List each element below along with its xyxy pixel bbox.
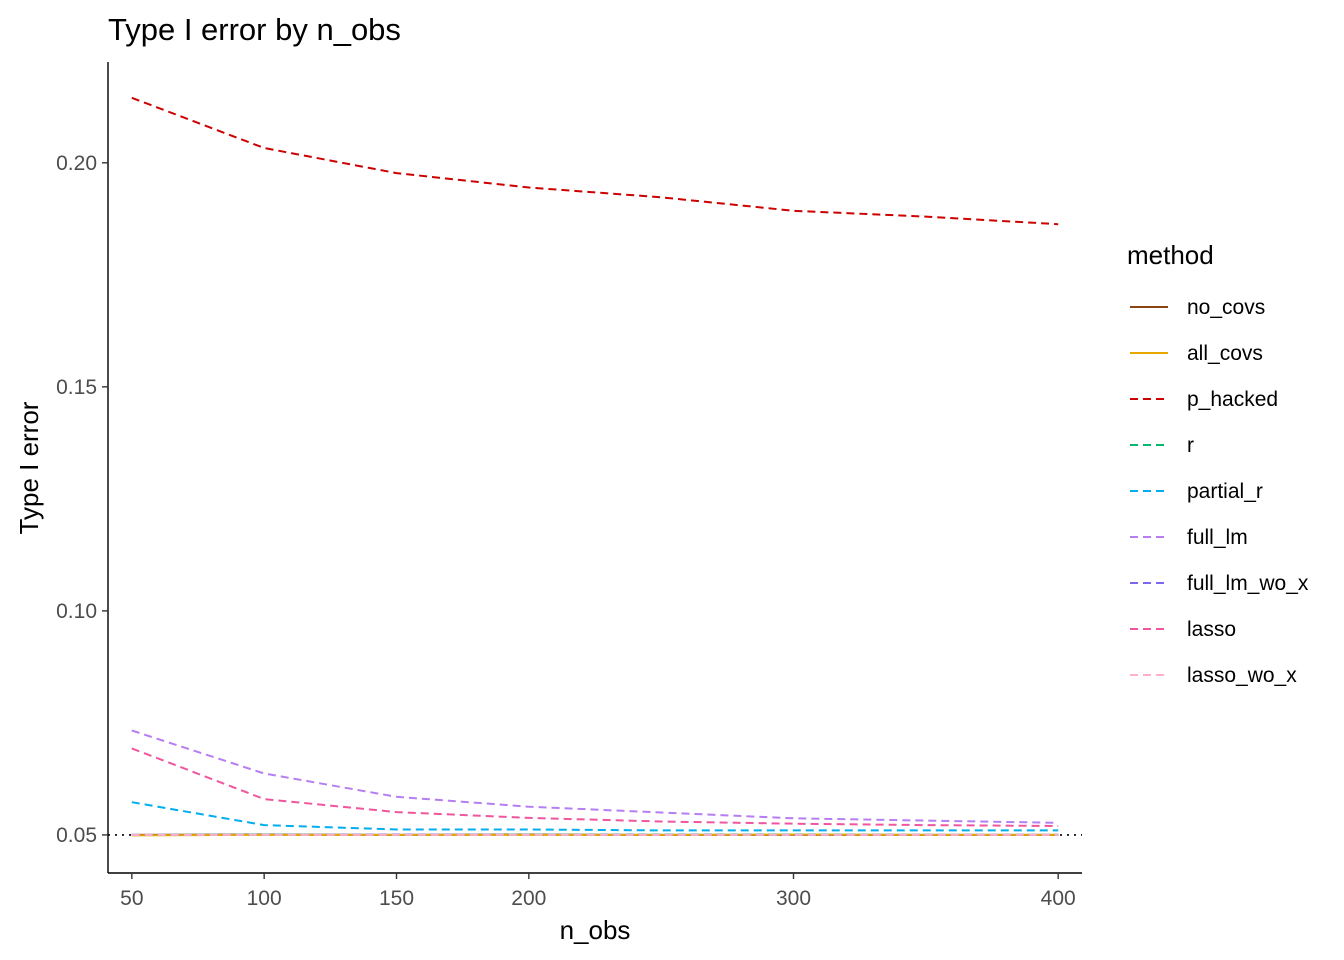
legend-label-lasso-wo-x: lasso_wo_x — [1187, 664, 1297, 687]
y-tick-label: 0.10 — [56, 600, 97, 623]
x-axis-ticks: 50 100 150 200 300 400 — [120, 873, 1076, 910]
x-tick-label: 300 — [776, 887, 811, 910]
legend-label-p-hacked: p_hacked — [1187, 388, 1278, 411]
legend-label-lasso: lasso — [1187, 618, 1236, 641]
legend-label-r: r — [1187, 434, 1194, 457]
x-tick-label: 50 — [120, 887, 143, 910]
legend-title: method — [1127, 240, 1214, 270]
y-tick-label: 0.20 — [56, 152, 97, 175]
series-line-partial-r — [131, 801, 1059, 832]
legend-label-all-covs: all_covs — [1187, 342, 1263, 365]
y-tick-label: 0.15 — [56, 376, 97, 399]
chart-title: Type I error by n_obs — [108, 12, 401, 47]
legend-label-full-lm-wo-x: full_lm_wo_x — [1187, 572, 1309, 595]
x-tick-label: 200 — [511, 887, 546, 910]
series-line-lasso — [131, 747, 1059, 827]
series-lines — [131, 96, 1059, 837]
axes — [107, 62, 1082, 874]
y-tick-label: 0.05 — [56, 824, 97, 847]
y-axis-title: Type I error — [14, 401, 44, 534]
series-line-p-hacked — [131, 96, 1059, 226]
legend-label-full-lm: full_lm — [1187, 526, 1248, 549]
x-tick-label: 150 — [379, 887, 414, 910]
series-line-full-lm — [131, 729, 1059, 824]
y-axis-ticks: 0.05 0.10 0.15 0.20 — [56, 152, 108, 847]
x-tick-label: 100 — [247, 887, 282, 910]
x-axis-title: n_obs — [560, 915, 631, 945]
legend-label-partial-r: partial_r — [1187, 480, 1263, 503]
legend-label-no-covs: no_covs — [1187, 296, 1265, 319]
x-tick-label: 400 — [1041, 887, 1076, 910]
